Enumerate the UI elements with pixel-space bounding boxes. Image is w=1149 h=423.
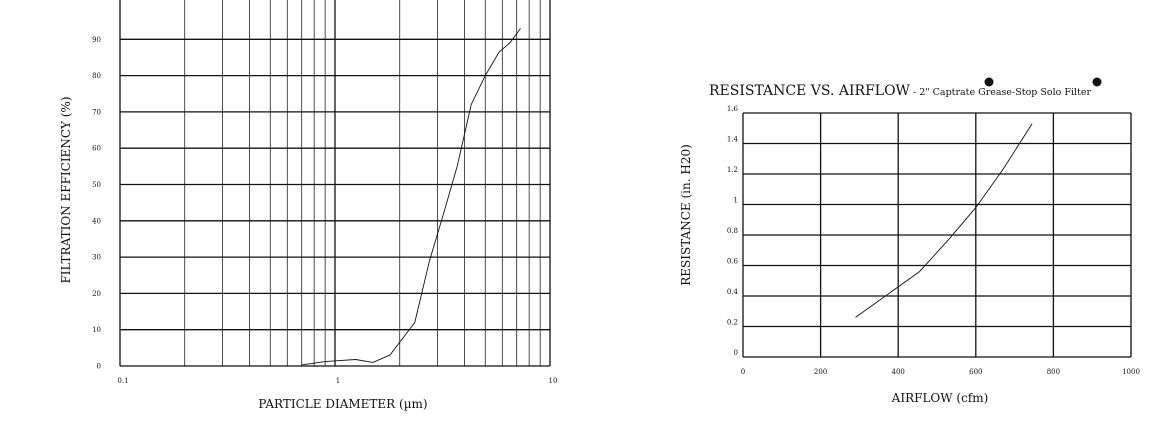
chart1-x-tick-label: 0.1 xyxy=(117,377,128,385)
chart1-x-tick-labels: 0.1 1 10 xyxy=(117,377,557,385)
chart2-y-tick-label: 0.4 xyxy=(727,288,739,296)
filtration-efficiency-chart: 0 10 20 30 40 50 60 70 80 90 0.1 1 10 PARTICLE DIAM… xyxy=(59,0,557,411)
chart1-x-axis-title: PARTICLE DIAMETER (µm) xyxy=(258,397,427,411)
chart1-y-axis-title: FILTRATION EFFICIENCY (%) xyxy=(59,96,73,283)
chart2-y-tick-label: 0 xyxy=(734,349,738,357)
chart1-y-tick-label: 40 xyxy=(92,217,101,225)
chart2-x-tick-label: 400 xyxy=(892,368,905,376)
chart2-y-tick-label: 1.4 xyxy=(727,136,739,144)
chart2-y-axis-title: RESISTANCE (in. H20) xyxy=(679,144,693,286)
chart2-gridlines xyxy=(742,112,1132,358)
registered-dot-1 xyxy=(984,77,994,87)
chart2-y-tick-label: 0.2 xyxy=(727,319,738,327)
chart2-x-tick-label: 0 xyxy=(741,368,745,376)
chart1-y-tick-label: 90 xyxy=(92,36,101,44)
chart2-y-tick-label: 1.2 xyxy=(727,166,738,174)
chart1-y-tick-label: 50 xyxy=(92,181,101,189)
chart1-x-tick-label: 10 xyxy=(549,377,558,385)
chart2-x-tick-label: 600 xyxy=(969,368,982,376)
chart1-y-tick-label: 10 xyxy=(92,326,101,334)
chart2-x-tick-label: 1000 xyxy=(1122,368,1140,376)
chart2-y-tick-label: 0.6 xyxy=(727,258,739,266)
chart2-title-main: RESISTANCE VS. AIRFLOW xyxy=(709,83,911,99)
chart1-y-tick-label: 20 xyxy=(92,290,101,298)
chart1-y-tick-label: 60 xyxy=(92,145,101,153)
chart1-y-tick-labels: 0 10 20 30 40 50 60 70 80 90 xyxy=(92,36,101,371)
chart1-y-tick-label: 70 xyxy=(92,108,101,116)
chart1-x-tick-label: 1 xyxy=(336,377,340,385)
chart2-title: RESISTANCE VS. AIRFLOW - 2" Captrate Gre… xyxy=(709,83,1092,99)
chart1-y-tick-label: 30 xyxy=(92,254,101,262)
chart2-resistance-curve xyxy=(855,123,1033,318)
chart2-y-tick-labels: 0 0.2 0.4 0.6 0.8 1 1.2 1.4 1.6 xyxy=(727,105,739,357)
chart2-title-rest: - 2" Captrate Grease-Stop Solo Filter xyxy=(910,87,1092,98)
chart2-y-tick-label: 1.6 xyxy=(727,105,739,113)
chart1-y-tick-label: 80 xyxy=(92,72,101,80)
chart2-x-tick-label: 200 xyxy=(814,368,827,376)
chart1-y-tick-label: 0 xyxy=(97,363,101,371)
chart2-x-tick-label: 800 xyxy=(1047,368,1060,376)
registered-dot-2 xyxy=(1092,77,1102,87)
resistance-airflow-chart: RESISTANCE VS. AIRFLOW - 2" Captrate Gre… xyxy=(679,77,1140,405)
chart2-x-tick-labels: 0 200 400 600 800 1000 xyxy=(741,368,1140,376)
chart2-y-tick-label: 0.8 xyxy=(727,227,738,235)
chart2-y-tick-label: 1 xyxy=(734,197,738,205)
chart1-gridlines xyxy=(119,0,551,367)
chart2-x-axis-title: AIRFLOW (cfm) xyxy=(891,391,989,405)
chart1-efficiency-curve xyxy=(301,28,521,366)
